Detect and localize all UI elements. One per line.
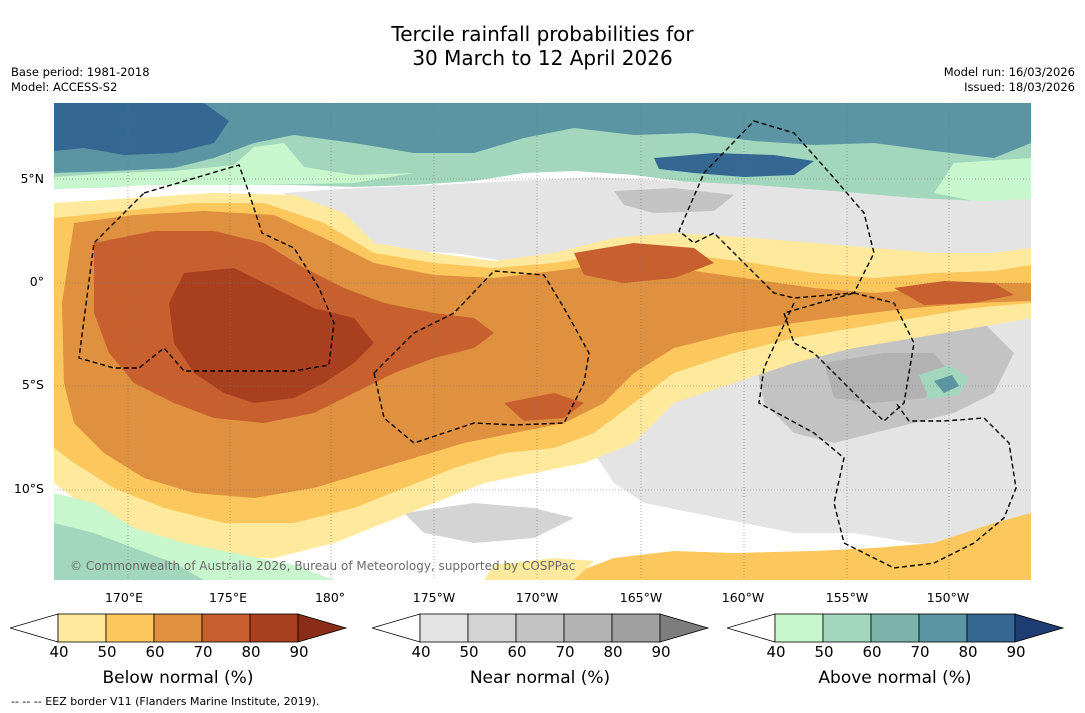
- near-normal-southeast-dark: [824, 353, 954, 403]
- cbar-below-seg-2: [105, 613, 155, 643]
- cbar-near-seg-3: [515, 613, 565, 643]
- below-normal-south-band-light: [484, 558, 594, 580]
- lat-label-10s: 10°S: [13, 481, 44, 496]
- cbar-above-seg-3: [870, 613, 920, 643]
- eez-line-islands-south: [758, 292, 1017, 569]
- cbar-below-seg-5: [249, 613, 299, 643]
- graticule: [54, 103, 1031, 580]
- cbar-below-tick-80: 80: [241, 643, 261, 661]
- cbar-near-tick-60: 60: [507, 643, 527, 661]
- eez-phoenix: [373, 270, 590, 444]
- colorbar-below-normal: [10, 613, 348, 643]
- lon-label-160w: 160°W: [721, 590, 765, 605]
- cbar-near-seg-1: [419, 613, 469, 643]
- above-normal-north-darkest: [54, 103, 229, 155]
- cbar-near-over: [659, 613, 710, 643]
- cbar-near-tick-70: 70: [555, 643, 575, 661]
- near-normal-north-patch: [614, 188, 734, 213]
- above-normal-east-patch-dark: [934, 375, 959, 393]
- cbar-above-under: [727, 613, 776, 643]
- colorbar-above-normal: [727, 613, 1065, 643]
- cbar-near-tick-80: 80: [603, 643, 623, 661]
- cbar-above-seg-5: [966, 613, 1016, 643]
- cbar-below-seg-3: [153, 613, 203, 643]
- eez-footnote: -- -- -- EEZ border V11 (Flanders Marine…: [11, 695, 320, 708]
- lon-label-170w: 170°W: [515, 590, 559, 605]
- lon-label-175w: 175°W: [412, 590, 456, 605]
- cbar-above-over: [1014, 613, 1065, 643]
- above-normal-southwest-mid: [54, 523, 204, 580]
- cbar-above-tick-40: 40: [766, 643, 786, 661]
- lat-label-5n: 5°N: [20, 171, 44, 186]
- lon-label-150w: 150°W: [926, 590, 970, 605]
- title-line-1: Tercile rainfall probabilities for: [391, 22, 694, 46]
- eez-line-islands: [678, 120, 875, 299]
- cbar-above-seg-4: [918, 613, 968, 643]
- below-normal-darkest-region: [169, 268, 374, 403]
- lon-label-180: 180°: [314, 590, 346, 605]
- above-normal-north-dark: [54, 103, 1031, 173]
- cbar-below-tick-70: 70: [193, 643, 213, 661]
- below-normal-south-band: [574, 513, 1031, 580]
- cbar-near-seg-4: [563, 613, 613, 643]
- cbar-near-seg-5: [611, 613, 661, 643]
- cbar-above-tick-80: 80: [958, 643, 978, 661]
- lon-label-165w: 165°W: [619, 590, 663, 605]
- meta-left: Base period: 1981-2018 Model: ACCESS-S2: [11, 65, 150, 95]
- cbar-below-tick-90: 90: [289, 643, 309, 661]
- eez-kiribati-gilberts: [78, 164, 335, 372]
- cbar-near-seg-2: [467, 613, 517, 643]
- cbar-below-seg-4: [201, 613, 251, 643]
- below-normal-dark-orange-south: [504, 393, 584, 421]
- colorbar-near-normal: [372, 613, 710, 643]
- below-normal-dark-orange-east: [574, 243, 714, 283]
- above-normal-ne-light: [934, 158, 1031, 203]
- above-normal-central-blob: [654, 153, 814, 177]
- cbar-above-seg-2: [822, 613, 872, 643]
- map-title: Tercile rainfall probabilities for 30 Ma…: [0, 22, 1085, 70]
- cbar-near-title: Near normal (%): [469, 668, 611, 688]
- near-normal-south-patch: [404, 503, 574, 543]
- cbar-above-seg-1: [774, 613, 824, 643]
- rainfall-probability-map: © Commonwealth of Australia 2026, Bureau…: [54, 103, 1031, 580]
- model-name: Model: ACCESS-S2: [11, 80, 118, 94]
- cbar-below-seg-1: [57, 613, 107, 643]
- cbar-near-under: [372, 613, 421, 643]
- below-normal-dark-orange-east2: [894, 281, 1014, 305]
- issued-date: Issued: 18/03/2026: [964, 80, 1075, 94]
- cbar-below-under: [10, 613, 59, 643]
- lon-label-170e: 170°E: [104, 590, 143, 605]
- cbar-below-tick-50: 50: [97, 643, 117, 661]
- cbar-below-title: Below normal (%): [102, 668, 254, 688]
- lon-label-155w: 155°W: [825, 590, 869, 605]
- title-line-2: 30 March to 12 April 2026: [412, 46, 673, 70]
- cbar-above-title: Above normal (%): [818, 668, 972, 688]
- cbar-near-tick-50: 50: [459, 643, 479, 661]
- cbar-above-tick-50: 50: [814, 643, 834, 661]
- lon-label-175e: 175°E: [208, 590, 247, 605]
- cbar-below-tick-60: 60: [145, 643, 165, 661]
- cbar-above-tick-90: 90: [1006, 643, 1026, 661]
- above-normal-light-strip: [54, 143, 414, 189]
- lat-label-5s: 5°S: [21, 377, 44, 392]
- cbar-near-tick-90: 90: [651, 643, 671, 661]
- cbar-above-tick-70: 70: [910, 643, 930, 661]
- model-run: Model run: 16/03/2026: [943, 65, 1075, 79]
- cbar-near-tick-40: 40: [411, 643, 431, 661]
- copyright-notice: © Commonwealth of Australia 2026, Bureau…: [70, 559, 575, 573]
- base-period: Base period: 1981-2018: [11, 65, 150, 79]
- eez-borders: [78, 120, 1017, 569]
- meta-right: Model run: 16/03/2026 Issued: 18/03/2026: [944, 65, 1075, 95]
- cbar-above-tick-60: 60: [862, 643, 882, 661]
- cbar-below-over: [297, 613, 348, 643]
- cbar-below-tick-40: 40: [49, 643, 69, 661]
- lat-label-0: 0°: [29, 274, 44, 289]
